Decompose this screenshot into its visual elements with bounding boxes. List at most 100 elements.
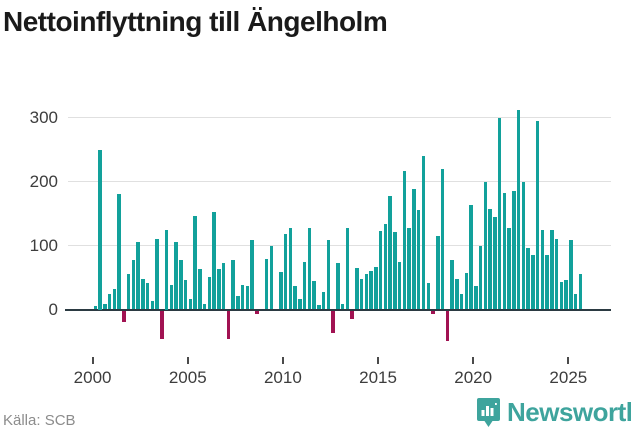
bar-quarter-11 [145,283,150,310]
x-axis-label-2020: 2020 [454,368,493,387]
bar-quarter-53 [345,228,350,310]
bar-quarter-46 [312,281,316,310]
newsworthy-logo[interactable]: Newsworthy [477,398,631,427]
bar-quarter-88 [512,190,516,310]
bar-quarter-85 [497,118,502,310]
y-axis-label-100: 100 [29,236,58,256]
bar-quarter-101 [573,294,578,310]
bar-quarter-61 [383,223,388,310]
bar-quarter-44 [302,261,307,310]
bar-quarter-4 [112,289,117,310]
bar-quarter-23 [202,303,207,310]
bar-quarter-90 [521,182,526,310]
bar-quarter-18 [179,259,183,310]
bar-quarter-72 [436,236,440,310]
bar-quarter-94 [540,230,545,310]
bar-quarter-6 [122,310,126,322]
bar-quarter-52 [340,304,345,310]
bar-quarter-33 [250,239,254,310]
bar-quarter-75 [450,259,454,310]
bar-quarter-68 [416,209,421,310]
bar-quarter-20 [188,298,193,310]
bar-quarter-13 [155,239,159,310]
bar-quarter-30 [236,296,240,310]
bar-quarter-37 [269,245,274,310]
bar-quarter-16 [169,285,174,310]
bar-quarter-36 [264,259,269,310]
bar-quarter-67 [412,188,416,310]
x-axis-tick-2005 [186,357,189,364]
x-axis-tick-2020 [472,357,475,364]
bar-quarter-55 [355,267,359,310]
gridline-300 [68,117,611,119]
gridline-200 [68,181,611,183]
bar-quarter-76 [455,279,459,310]
bar-quarter-70 [426,283,430,310]
bar-quarter-29 [231,259,235,310]
bar-quarter-14 [160,310,164,339]
bar-quarter-17 [174,241,178,310]
bar-quarter-99 [564,280,568,310]
bar-quarter-95 [545,255,549,310]
bar-quarter-82 [483,181,488,310]
bar-quarter-26 [217,269,221,310]
x-axis-label-2025: 2025 [549,368,588,387]
bar-quarter-7 [126,274,131,310]
bar-quarter-8 [131,260,136,310]
bar-quarter-59 [374,267,378,310]
bar-quarter-56 [359,278,364,310]
bar-quarter-15 [164,229,169,310]
bar-quarter-21 [193,216,197,310]
newsworthy-logo-text: Newsworthy [507,397,631,427]
bar-quarter-22 [198,268,202,310]
bar-quarter-41 [288,227,293,310]
bar-quarter-69 [421,156,426,310]
y-axis-label-0: 0 [48,300,58,319]
bar-quarter-51 [336,262,340,310]
bar-quarter-49 [326,240,331,310]
bar-quarter-3 [107,293,112,310]
bar-quarter-91 [526,247,530,310]
bar-quarter-34 [255,310,259,314]
bar-quarter-63 [393,232,397,310]
bar-quarter-86 [502,192,507,310]
bar-quarter-57 [364,274,369,310]
bar-quarter-27 [221,263,226,310]
y-axis-label-200: 200 [29,172,58,192]
bar-quarter-40 [283,234,288,310]
newsworthy-badge-icon [477,398,500,427]
bar-quarter-81 [478,245,483,310]
x-axis-tick-2000 [91,357,94,364]
x-axis-tick-2010 [281,357,284,364]
bar-quarter-48 [321,292,326,310]
bar-quarter-32 [245,285,250,310]
gridline-100 [68,245,611,247]
bar-quarter-24 [207,276,212,310]
bar-quarter-9 [136,242,140,310]
bar-quarter-45 [307,228,312,310]
bar-quarter-42 [293,285,297,310]
x-axis-tick-2015 [377,357,380,364]
bar-quarter-77 [459,293,464,310]
bar-quarter-97 [554,239,559,310]
bar-quarter-73 [440,168,445,310]
bar-quarter-78 [464,273,469,310]
bar-quarter-74 [445,310,450,341]
bar-quarter-10 [141,279,145,310]
bar-quarter-1 [98,149,102,310]
x-axis-label-2010: 2010 [263,368,302,387]
bar-quarter-93 [535,120,540,310]
bar-quarter-60 [378,230,383,310]
bar-quarter-0 [93,306,97,310]
bar-quarter-12 [150,301,155,310]
bar-quarter-98 [559,282,564,310]
bar-quarter-50 [331,310,335,333]
bar-quarter-92 [531,254,535,310]
bar-quarter-84 [493,217,497,310]
bar-quarter-19 [183,280,188,310]
x-axis-zero-line [65,308,611,311]
chart-title: Nettoinflyttning till Ängelholm [3,6,388,37]
x-axis-label-2000: 2000 [73,368,112,387]
source-label: Källa: SCB [3,412,76,429]
